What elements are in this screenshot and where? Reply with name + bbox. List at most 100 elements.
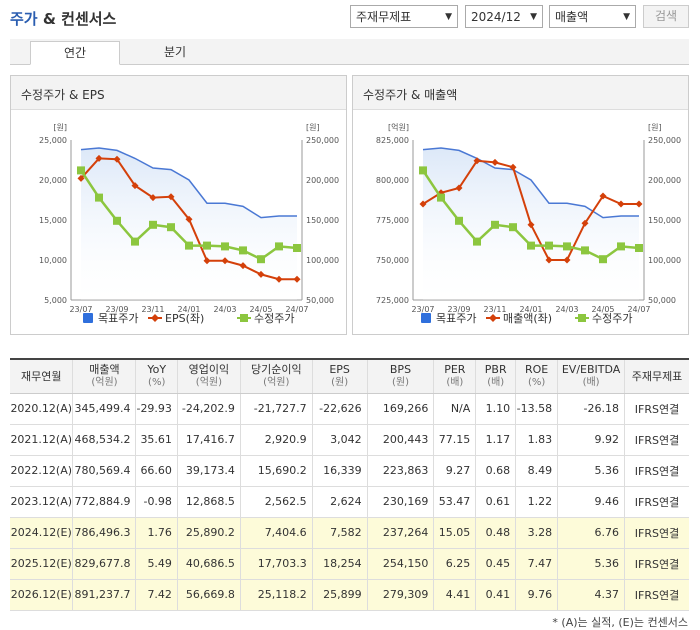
chart-title: 수정주가 & EPS [11,76,346,110]
legend-square-icon [578,314,586,322]
data-point-diamond [293,275,301,283]
data-point-square [149,220,157,229]
left-tick-label: 20,000 [39,176,67,185]
data-point-diamond [617,200,625,208]
table-cell: 468,534.2 [72,424,136,456]
data-point-square [509,223,517,232]
data-point-square [581,246,589,255]
table-row: 2023.12(A) 772,884.9 -0.98 12,868.5 2,562.5 2… [10,486,689,518]
table-cell: 2025.12(E) [10,548,73,580]
table-cell: 1.76 [135,517,178,549]
right-tick-label: 100,000 [648,256,681,265]
table-cell: 5.36 [557,455,625,487]
x-tick-label: 23/09 [105,305,128,314]
legend-label: EPS(좌) [165,312,204,325]
search-button[interactable]: 검색 [643,5,689,28]
data-point-diamond [131,182,139,190]
table-cell: 1.22 [515,486,558,518]
metric-select[interactable]: 매출액 ▼ [549,5,636,28]
table-cell: 279,309 [366,579,434,611]
data-point-diamond [95,154,103,162]
data-point-square [167,223,175,232]
x-tick-label: 24/01 [177,305,200,314]
table-cell: 25,118.2 [239,579,313,611]
table-cell: 4.41 [433,579,476,611]
table-cell: 77.15 [433,424,476,456]
header: 주가 & 컨센서스 주재무제표 ▼ 2024/12 ▼ 매출액 ▼ 검색 [0,0,700,34]
table-cell: 25,899 [311,579,368,611]
column-header-label: ROE [525,363,549,377]
right-unit-label: [원] [306,123,320,132]
column-header-label: 영업이익 [188,363,230,377]
chart-title: 수정주가 & 매출액 [353,76,688,110]
period-select[interactable]: 2024/12 ▼ [465,5,543,28]
column-header-label: PER [444,363,466,377]
table-cell: IFRS연결 [624,517,689,549]
table-cell: 66.60 [135,455,178,487]
data-point-square [113,216,121,225]
column-header-unit: (원) [331,377,349,389]
data-point-square [77,166,85,175]
table-cell: -24,202.9 [176,393,241,425]
x-tick-label: 24/03 [555,305,578,314]
table-cell: 9.27 [433,455,476,487]
column-header-label: BPS [389,363,412,377]
column-header-label: 당기순이익 [250,363,302,377]
target-price-line [80,147,297,219]
table-cell: 7,404.6 [239,517,313,549]
data-point-square [545,241,553,250]
table-cell: 0.68 [475,455,516,487]
table-cell: 0.61 [475,486,516,518]
table-cell: 2,920.9 [239,424,313,456]
table-row: 2021.12(A) 468,534.2 35.61 17,416.7 2,920.9 3… [10,424,689,456]
data-point-square [203,241,211,250]
left-tick-label: 25,000 [39,136,67,145]
right-tick-label: 50,000 [306,296,334,305]
tab-annual[interactable]: 연간 [30,41,120,65]
table-cell: IFRS연결 [624,424,689,456]
data-point-diamond [545,256,553,264]
left-tick-label: 775,000 [376,216,409,225]
column-header-label: PBR [484,363,507,377]
data-point-diamond [527,221,535,229]
legend-label: 매출액(좌) [503,312,552,325]
chevron-down-icon: ▼ [623,11,630,22]
right-tick-label: 50,000 [648,296,676,305]
column-header: 주재무제표 [624,358,689,394]
table-cell: -0.98 [135,486,178,518]
data-point-diamond [113,155,121,163]
data-point-square [635,244,643,252]
data-point-square [455,216,463,225]
tab-quarterly[interactable]: 분기 [163,45,187,59]
table-note: * (A)는 실적, (E)는 컨센서스 [552,616,688,629]
table-cell: 169,266 [366,393,434,425]
table-cell: 16,339 [311,455,368,487]
column-header: BPS (원) [366,358,434,394]
legend-diamond-icon [151,314,159,322]
data-point-square [239,246,247,255]
data-point-square [257,255,265,264]
period-value: 2024/12 [471,9,521,24]
legend-label: 수정주가 [592,312,632,325]
table-cell: 223,863 [366,455,434,487]
table-cell: 2021.12(A) [10,424,73,456]
left-tick-label: 800,000 [376,176,409,185]
table-cell: N/A [433,393,476,425]
table-cell: 40,686.5 [176,548,241,580]
table-cell: 254,150 [366,548,434,580]
title-sub: & 컨센서스 [42,10,117,28]
left-unit-label: [억원] [388,122,409,132]
right-unit-label: [원] [648,123,662,132]
statement-type-select[interactable]: 주재무제표 ▼ [350,5,458,28]
table-cell: IFRS연결 [624,548,689,580]
table-cell: -22,626 [311,393,368,425]
table-cell: 772,884.9 [72,486,136,518]
column-header-unit: (억원) [91,377,118,389]
data-point-square [599,255,607,264]
table-cell: 17,416.7 [176,424,241,456]
data-point-diamond [185,215,193,223]
data-point-diamond [419,200,427,208]
table-cell: 2026.12(E) [10,579,73,611]
column-header: PBR (배) [475,358,516,394]
table-cell: 230,169 [366,486,434,518]
